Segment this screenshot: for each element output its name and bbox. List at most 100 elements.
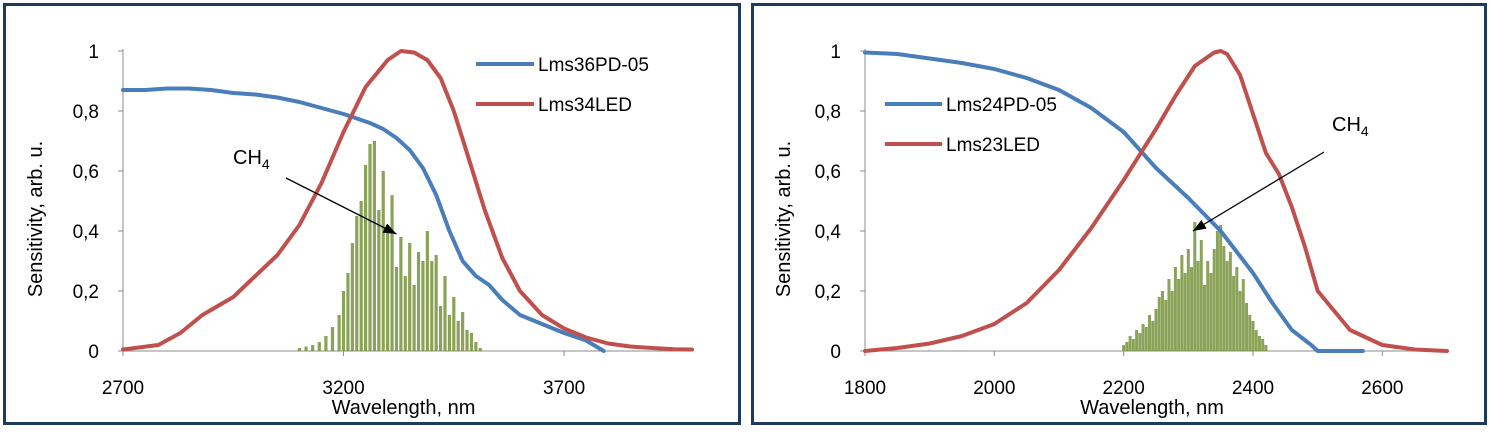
ch4-bar <box>403 276 407 351</box>
ch4-bar <box>1151 321 1155 351</box>
ch4-bar <box>1203 285 1206 351</box>
ch4-bar <box>1232 276 1236 351</box>
ch4-bar <box>311 345 315 351</box>
ch4-bar <box>341 291 346 351</box>
x-tick-label: 2400 <box>1232 378 1274 399</box>
annotation-subscript: 4 <box>1361 123 1369 139</box>
chart-panel-right: 0 0,2 0,4 0,6 0,8 1 1800 2000 2200 2400 2600 Wavele… <box>751 3 1487 425</box>
ch4-bar <box>1186 249 1190 351</box>
ch4-bar <box>359 201 363 351</box>
ch4-bar <box>381 171 385 351</box>
ch4-bar <box>1235 267 1239 351</box>
legend-label: Lms23LED <box>946 135 1040 156</box>
y-tick-label: 1 <box>830 42 841 63</box>
x-axis-title: Wavelength, nm <box>332 397 476 419</box>
series-line-lms23led <box>863 49 1449 353</box>
x-tick-label: 3700 <box>543 378 585 399</box>
chart-panel-left: 0 0,2 0,4 0,6 0,8 1 2700 3200 3700 Wavelength, nm… <box>3 3 741 425</box>
ch4-bar <box>399 237 403 351</box>
ch4-bar <box>416 252 421 351</box>
ch4-bar <box>304 346 308 351</box>
annotation-arrow <box>285 177 397 235</box>
chart-right: 0 0,2 0,4 0,6 0,8 1 1800 2000 2200 2400 2600 Wavele… <box>773 42 1449 419</box>
ch4-bar <box>465 330 469 351</box>
ch4-bar <box>1180 255 1184 351</box>
y-axis-title: Sensitivity, arb. u. <box>25 141 47 297</box>
x-tick-label: 2700 <box>102 378 144 399</box>
y-tick-label: 0,6 <box>73 162 99 183</box>
ch4-bar <box>1241 279 1245 351</box>
ch4-bar <box>394 267 399 351</box>
ch4-bar <box>1157 297 1161 351</box>
series-line-lms36pd-05 <box>121 86 606 353</box>
y-tick-label: 0,8 <box>73 102 99 123</box>
ch4-bar <box>1138 333 1142 351</box>
ch4-bar <box>1215 231 1219 351</box>
ch4-bar <box>297 348 302 351</box>
annotation-text: CH <box>233 147 262 169</box>
ch4-bar <box>1141 324 1145 351</box>
ch4-bar <box>386 225 390 351</box>
legend-label: Lms24PD-05 <box>946 95 1057 116</box>
ch4-bar <box>1131 339 1135 351</box>
y-axis-title: Sensitivity, arb. u. <box>773 141 795 297</box>
ch4-bar <box>421 261 425 351</box>
ch4-bar <box>478 348 482 351</box>
ch4-bar <box>1177 279 1181 351</box>
ch4-bar <box>317 342 321 351</box>
ch4-bar <box>1228 252 1232 351</box>
ch4-bar <box>1212 249 1216 351</box>
ch4-bar <box>452 297 456 351</box>
ch4-bar <box>1257 336 1261 351</box>
ch4-bar <box>1254 330 1258 351</box>
ch4-bar <box>461 312 465 351</box>
ch4-bar <box>1170 291 1174 351</box>
annotation-arrowhead <box>1192 220 1207 231</box>
ch4-bar <box>412 285 416 351</box>
ch4-bar <box>337 315 341 351</box>
x-tick-label: 2600 <box>1361 378 1403 399</box>
y-tick-label: 0,4 <box>73 222 100 243</box>
ch4-bar <box>1225 261 1229 351</box>
ch4-bar <box>1193 222 1197 351</box>
chart-left: 0 0,2 0,4 0,6 0,8 1 2700 3200 3700 Wavelength, nm… <box>25 42 694 419</box>
ch4-bar <box>1164 300 1168 351</box>
ch4-bar <box>1264 345 1268 351</box>
ch4-bar <box>355 216 359 351</box>
y-tick-label: 0,2 <box>815 282 841 303</box>
ch4-bar <box>1160 291 1164 351</box>
ch4-bar <box>1251 321 1255 351</box>
ch4-bar <box>1167 279 1171 351</box>
ch4-bar <box>390 195 394 351</box>
ch4-bar <box>1183 273 1187 351</box>
x-tick-label: 1800 <box>844 378 886 399</box>
ch4-bar <box>434 255 438 351</box>
ch4-bar <box>346 273 350 351</box>
ch4-bar <box>408 243 412 351</box>
ch4-bar <box>1219 225 1223 351</box>
ch4-bar <box>1190 267 1194 351</box>
ch4-bar <box>1196 261 1200 351</box>
y-tick-label: 0 <box>88 342 99 363</box>
ch4-bar <box>1261 339 1265 351</box>
y-tick-label: 0,8 <box>815 102 841 123</box>
ch4-bar <box>368 144 372 351</box>
series-line-lms24pd-05 <box>863 50 1365 353</box>
ch4-bar <box>456 321 460 351</box>
x-axis-title: Wavelength, nm <box>1080 397 1224 419</box>
ch4-bar <box>1245 303 1249 351</box>
annotation-label: CH4 <box>1332 114 1369 139</box>
y-tick-label: 0,2 <box>73 282 99 303</box>
legend-label: Lms34LED <box>538 95 632 116</box>
legend-label: Lms36PD-05 <box>538 55 649 76</box>
ch4-bar <box>1173 267 1177 351</box>
ch4-bar <box>324 336 328 351</box>
annotation-subscript: 4 <box>262 156 270 172</box>
annotation-label: CH4 <box>233 147 270 172</box>
ch4-bar <box>1125 342 1129 351</box>
ch4-bar <box>1148 315 1152 351</box>
ch4-bar <box>1206 261 1210 351</box>
series-line-lms34led <box>121 49 694 352</box>
ch4-bar <box>1135 330 1139 351</box>
ch4-bar <box>1122 345 1126 351</box>
